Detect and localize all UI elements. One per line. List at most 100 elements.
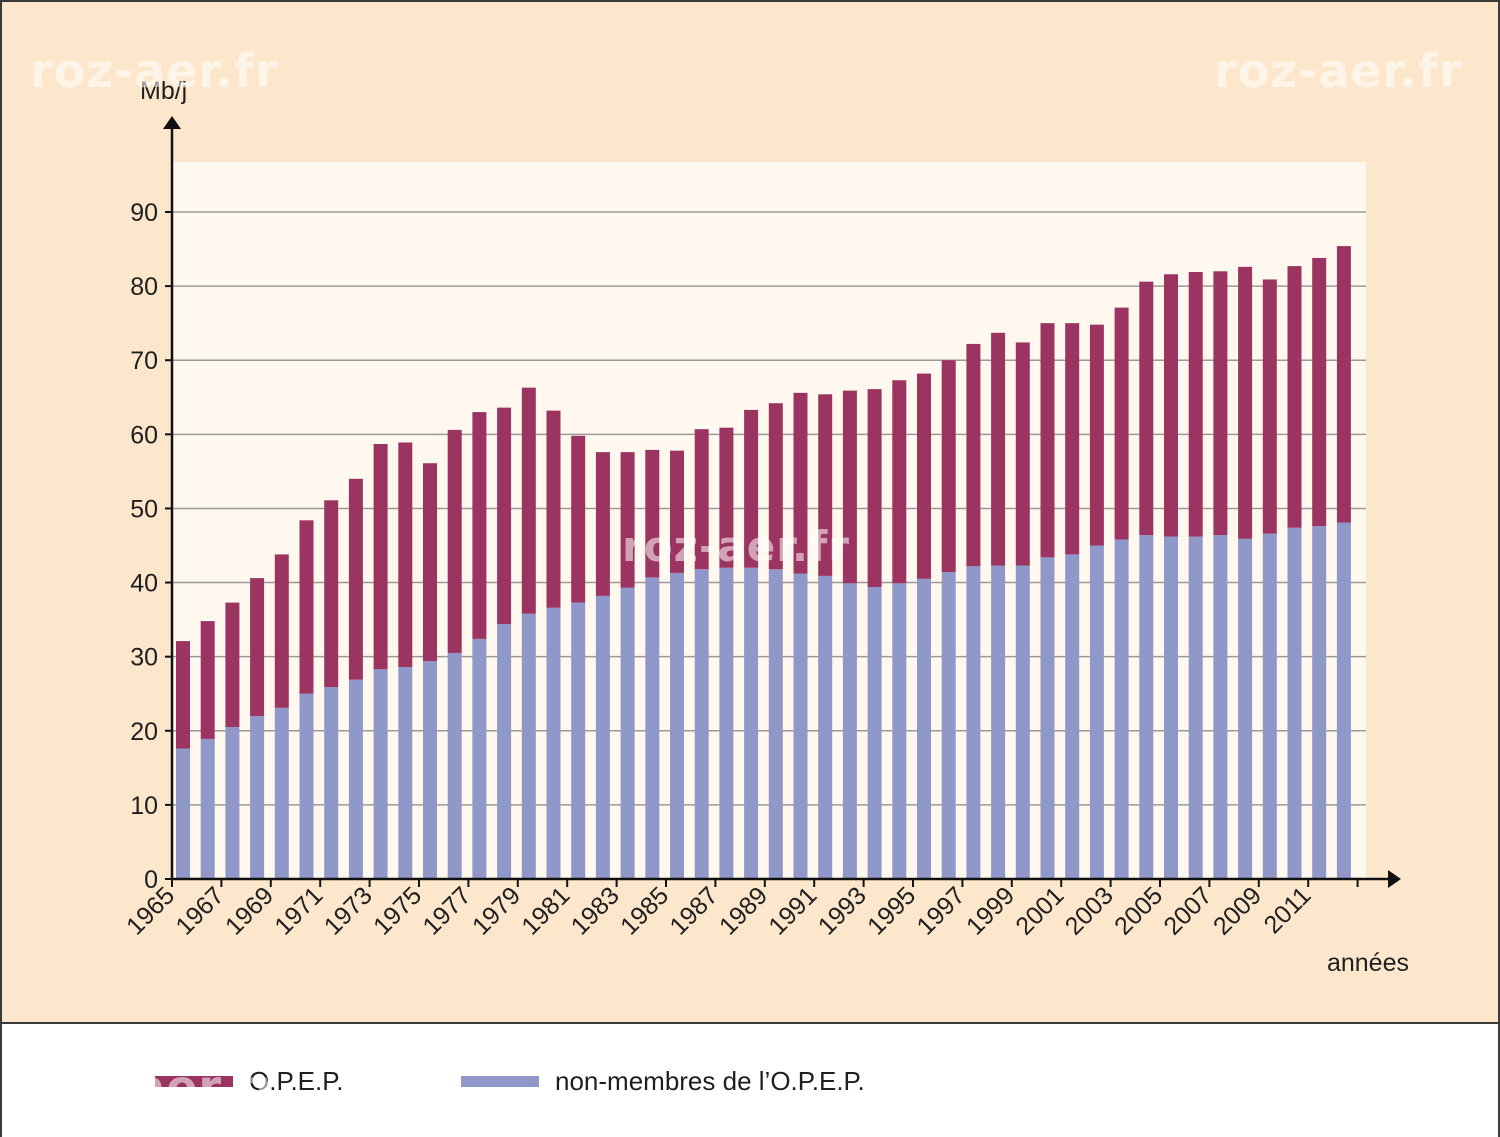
x-tick-label-2005: 2005	[1109, 881, 1168, 940]
bar-opep-1972	[348, 478, 363, 680]
bar-non-opep-2009	[1262, 533, 1277, 879]
x-axis-title: années	[1327, 949, 1409, 977]
x-tick-label-1995: 1995	[862, 881, 921, 940]
bar-opep-2007	[1213, 271, 1228, 536]
bar-non-opep-2003	[1114, 539, 1129, 879]
x-tick-label-1967: 1967	[171, 881, 230, 940]
bar-non-opep-1982	[595, 595, 610, 879]
bar-opep-2012	[1336, 246, 1351, 523]
bar-opep-1966	[200, 621, 215, 739]
bar-opep-1988	[744, 409, 759, 568]
bar-opep-1975	[423, 463, 437, 662]
x-tick-label-1981: 1981	[516, 881, 575, 940]
bar-non-opep-1966	[200, 738, 215, 879]
watermark-bottom-left: roz-aer.fr	[30, 1060, 279, 1114]
bar-non-opep-1971	[324, 687, 339, 879]
bar-non-opep-2011	[1312, 526, 1327, 879]
bar-opep-1984	[645, 449, 660, 578]
bar-opep-1995	[917, 373, 931, 579]
bar-non-opep-2004	[1139, 535, 1154, 879]
legend-label-non-opep: non-membres de l’O.P.E.P.	[555, 1066, 865, 1096]
bar-opep-2010	[1287, 266, 1302, 528]
bar-opep-1976	[447, 429, 462, 653]
bar-opep-1989	[768, 403, 783, 570]
bar-opep-1967	[225, 602, 240, 728]
bar-opep-1993	[867, 389, 882, 588]
x-tick-label-1971: 1971	[269, 881, 328, 940]
bar-non-opep-1991	[818, 575, 833, 879]
x-tick-label-2011: 2011	[1259, 881, 1317, 939]
bar-non-opep-1986	[694, 569, 709, 879]
bar-opep-1969	[274, 554, 289, 708]
bar-opep-2000	[1040, 323, 1055, 558]
bar-non-opep-1970	[299, 693, 314, 879]
bar-opep-1985	[670, 450, 684, 573]
x-tick-label-2003: 2003	[1060, 881, 1119, 940]
bar-non-opep-2001	[1065, 554, 1080, 879]
bar-opep-1992	[842, 390, 857, 584]
bar-opep-2011	[1312, 257, 1327, 527]
bar-non-opep-1981	[571, 602, 586, 879]
bar-opep-1991	[818, 394, 833, 576]
bar-opep-1990	[793, 392, 808, 574]
x-tick-label-1965: 1965	[121, 881, 180, 940]
x-tick-label-1991: 1991	[763, 881, 822, 940]
x-tick-label-1993: 1993	[813, 881, 872, 940]
x-tick-label-1987: 1987	[665, 881, 724, 940]
bar-opep-1970	[299, 520, 314, 694]
y-tick-label-50: 50	[130, 495, 158, 523]
bar-opep-1971	[324, 500, 339, 688]
x-tick-label-2001: 2001	[1010, 881, 1069, 940]
x-tick-label-1975: 1975	[368, 881, 427, 940]
bar-non-opep-2006	[1188, 536, 1203, 879]
bar-opep-1965	[176, 641, 190, 749]
bar-opep-2003	[1114, 307, 1129, 540]
bar-non-opep-2010	[1287, 527, 1302, 879]
x-tick-label-1983: 1983	[566, 881, 625, 940]
bar-opep-2009	[1262, 279, 1277, 534]
bar-opep-2001	[1065, 323, 1080, 555]
bar-non-opep-1990	[793, 573, 808, 879]
bar-non-opep-2002	[1089, 545, 1104, 879]
y-tick-label-80: 80	[130, 273, 158, 301]
bar-non-opep-1985	[670, 572, 684, 879]
bar-non-opep-1987	[719, 567, 734, 879]
bar-non-opep-1980	[546, 607, 561, 879]
bar-opep-1996	[941, 360, 956, 573]
x-tick-label-1999: 1999	[961, 881, 1020, 940]
bar-opep-1981	[571, 435, 586, 603]
y-axis-title: Mb/j	[140, 77, 187, 105]
bar-non-opep-1972	[348, 679, 363, 879]
bar-non-opep-1978	[497, 624, 512, 879]
chart: 0102030405060708090196519671969197119731…	[121, 77, 1409, 977]
bar-non-opep-1998	[991, 565, 1006, 879]
bar-opep-1994	[892, 380, 907, 584]
bar-opep-1997	[966, 343, 981, 567]
legend-label-opep: O.P.E.P.	[249, 1066, 344, 1096]
bar-opep-2002	[1089, 324, 1104, 546]
x-tick-label-1997: 1997	[912, 881, 971, 940]
bar-non-opep-1979	[521, 613, 536, 879]
bar-non-opep-1997	[966, 566, 981, 879]
bar-non-opep-2005	[1164, 536, 1178, 879]
bar-non-opep-1996	[941, 572, 956, 879]
y-tick-label-90: 90	[130, 199, 158, 227]
watermark-bottom-right: roz-aer.fr	[1214, 1060, 1463, 1114]
x-tick-label-1985: 1985	[615, 881, 674, 940]
bar-non-opep-1988	[744, 567, 759, 879]
bar-non-opep-1992	[842, 583, 857, 879]
bar-opep-1980	[546, 410, 561, 608]
bar-non-opep-1989	[768, 569, 783, 879]
y-tick-label-20: 20	[130, 718, 158, 746]
x-axis-arrow	[1388, 870, 1401, 888]
y-tick-label-0: 0	[144, 866, 158, 894]
bar-opep-1973	[373, 443, 388, 670]
bar-opep-1979	[521, 387, 536, 614]
bar-opep-1983	[620, 452, 635, 588]
watermark-top-left: roz-aer.fr	[30, 44, 279, 98]
bar-non-opep-1977	[472, 638, 487, 879]
y-tick-label-70: 70	[130, 347, 158, 375]
bar-non-opep-2000	[1040, 557, 1055, 879]
bar-opep-1986	[694, 429, 709, 570]
bar-opep-1974	[398, 442, 413, 668]
